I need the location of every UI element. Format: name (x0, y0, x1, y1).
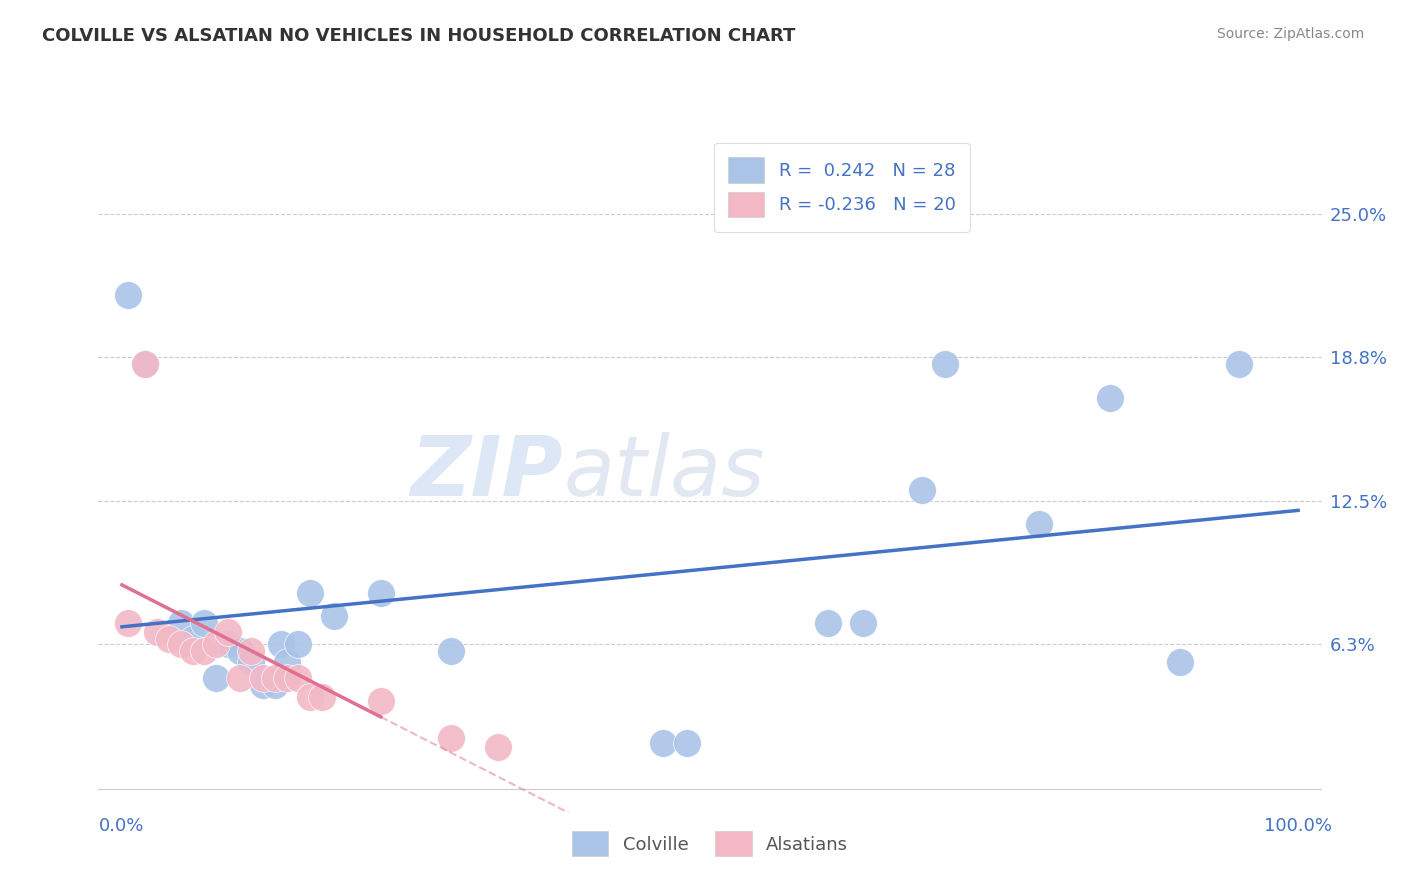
Point (299, 690, 322, 704)
Point (263, 672, 285, 686)
Text: Source: ZipAtlas.com: Source: ZipAtlas.com (1216, 27, 1364, 41)
Point (1028, 517, 1050, 532)
Point (652, 736, 675, 750)
Point (228, 644, 250, 658)
Point (1098, 391, 1121, 405)
Point (852, 616, 875, 631)
Point (193, 616, 215, 631)
Text: ZIP: ZIP (411, 433, 564, 513)
Point (911, 483, 934, 497)
Point (170, 637, 193, 651)
Point (817, 616, 839, 631)
Point (934, 357, 956, 371)
Point (263, 678, 285, 692)
Point (146, 625, 169, 640)
Point (287, 672, 309, 686)
Point (1227, 357, 1250, 371)
Point (240, 656, 263, 670)
Point (440, 644, 463, 658)
Point (370, 694, 392, 708)
Point (1170, 656, 1192, 670)
Point (675, 736, 697, 750)
Point (322, 609, 344, 624)
Point (228, 672, 250, 686)
Point (181, 632, 204, 647)
Point (440, 731, 463, 746)
Point (276, 672, 298, 686)
Point (134, 357, 156, 371)
Point (240, 644, 263, 658)
Legend: Colville, Alsatians: Colville, Alsatians (565, 823, 855, 863)
Point (205, 637, 228, 651)
Point (205, 672, 228, 686)
Text: COLVILLE VS ALSATIAN NO VEHICLES IN HOUSEHOLD CORRELATION CHART: COLVILLE VS ALSATIAN NO VEHICLES IN HOUS… (42, 27, 796, 45)
Point (217, 625, 239, 640)
Point (252, 678, 274, 692)
Text: atlas: atlas (564, 433, 765, 513)
Point (157, 632, 180, 647)
Point (117, 287, 139, 301)
Point (486, 740, 509, 755)
Point (270, 637, 292, 651)
Point (299, 586, 322, 600)
Point (193, 644, 215, 658)
Point (217, 637, 239, 651)
Point (287, 637, 309, 651)
Point (117, 616, 139, 631)
Point (170, 616, 193, 631)
Point (181, 644, 204, 658)
Point (370, 586, 392, 600)
Point (276, 656, 298, 670)
Point (252, 672, 274, 686)
Point (134, 357, 156, 371)
Point (311, 690, 333, 704)
